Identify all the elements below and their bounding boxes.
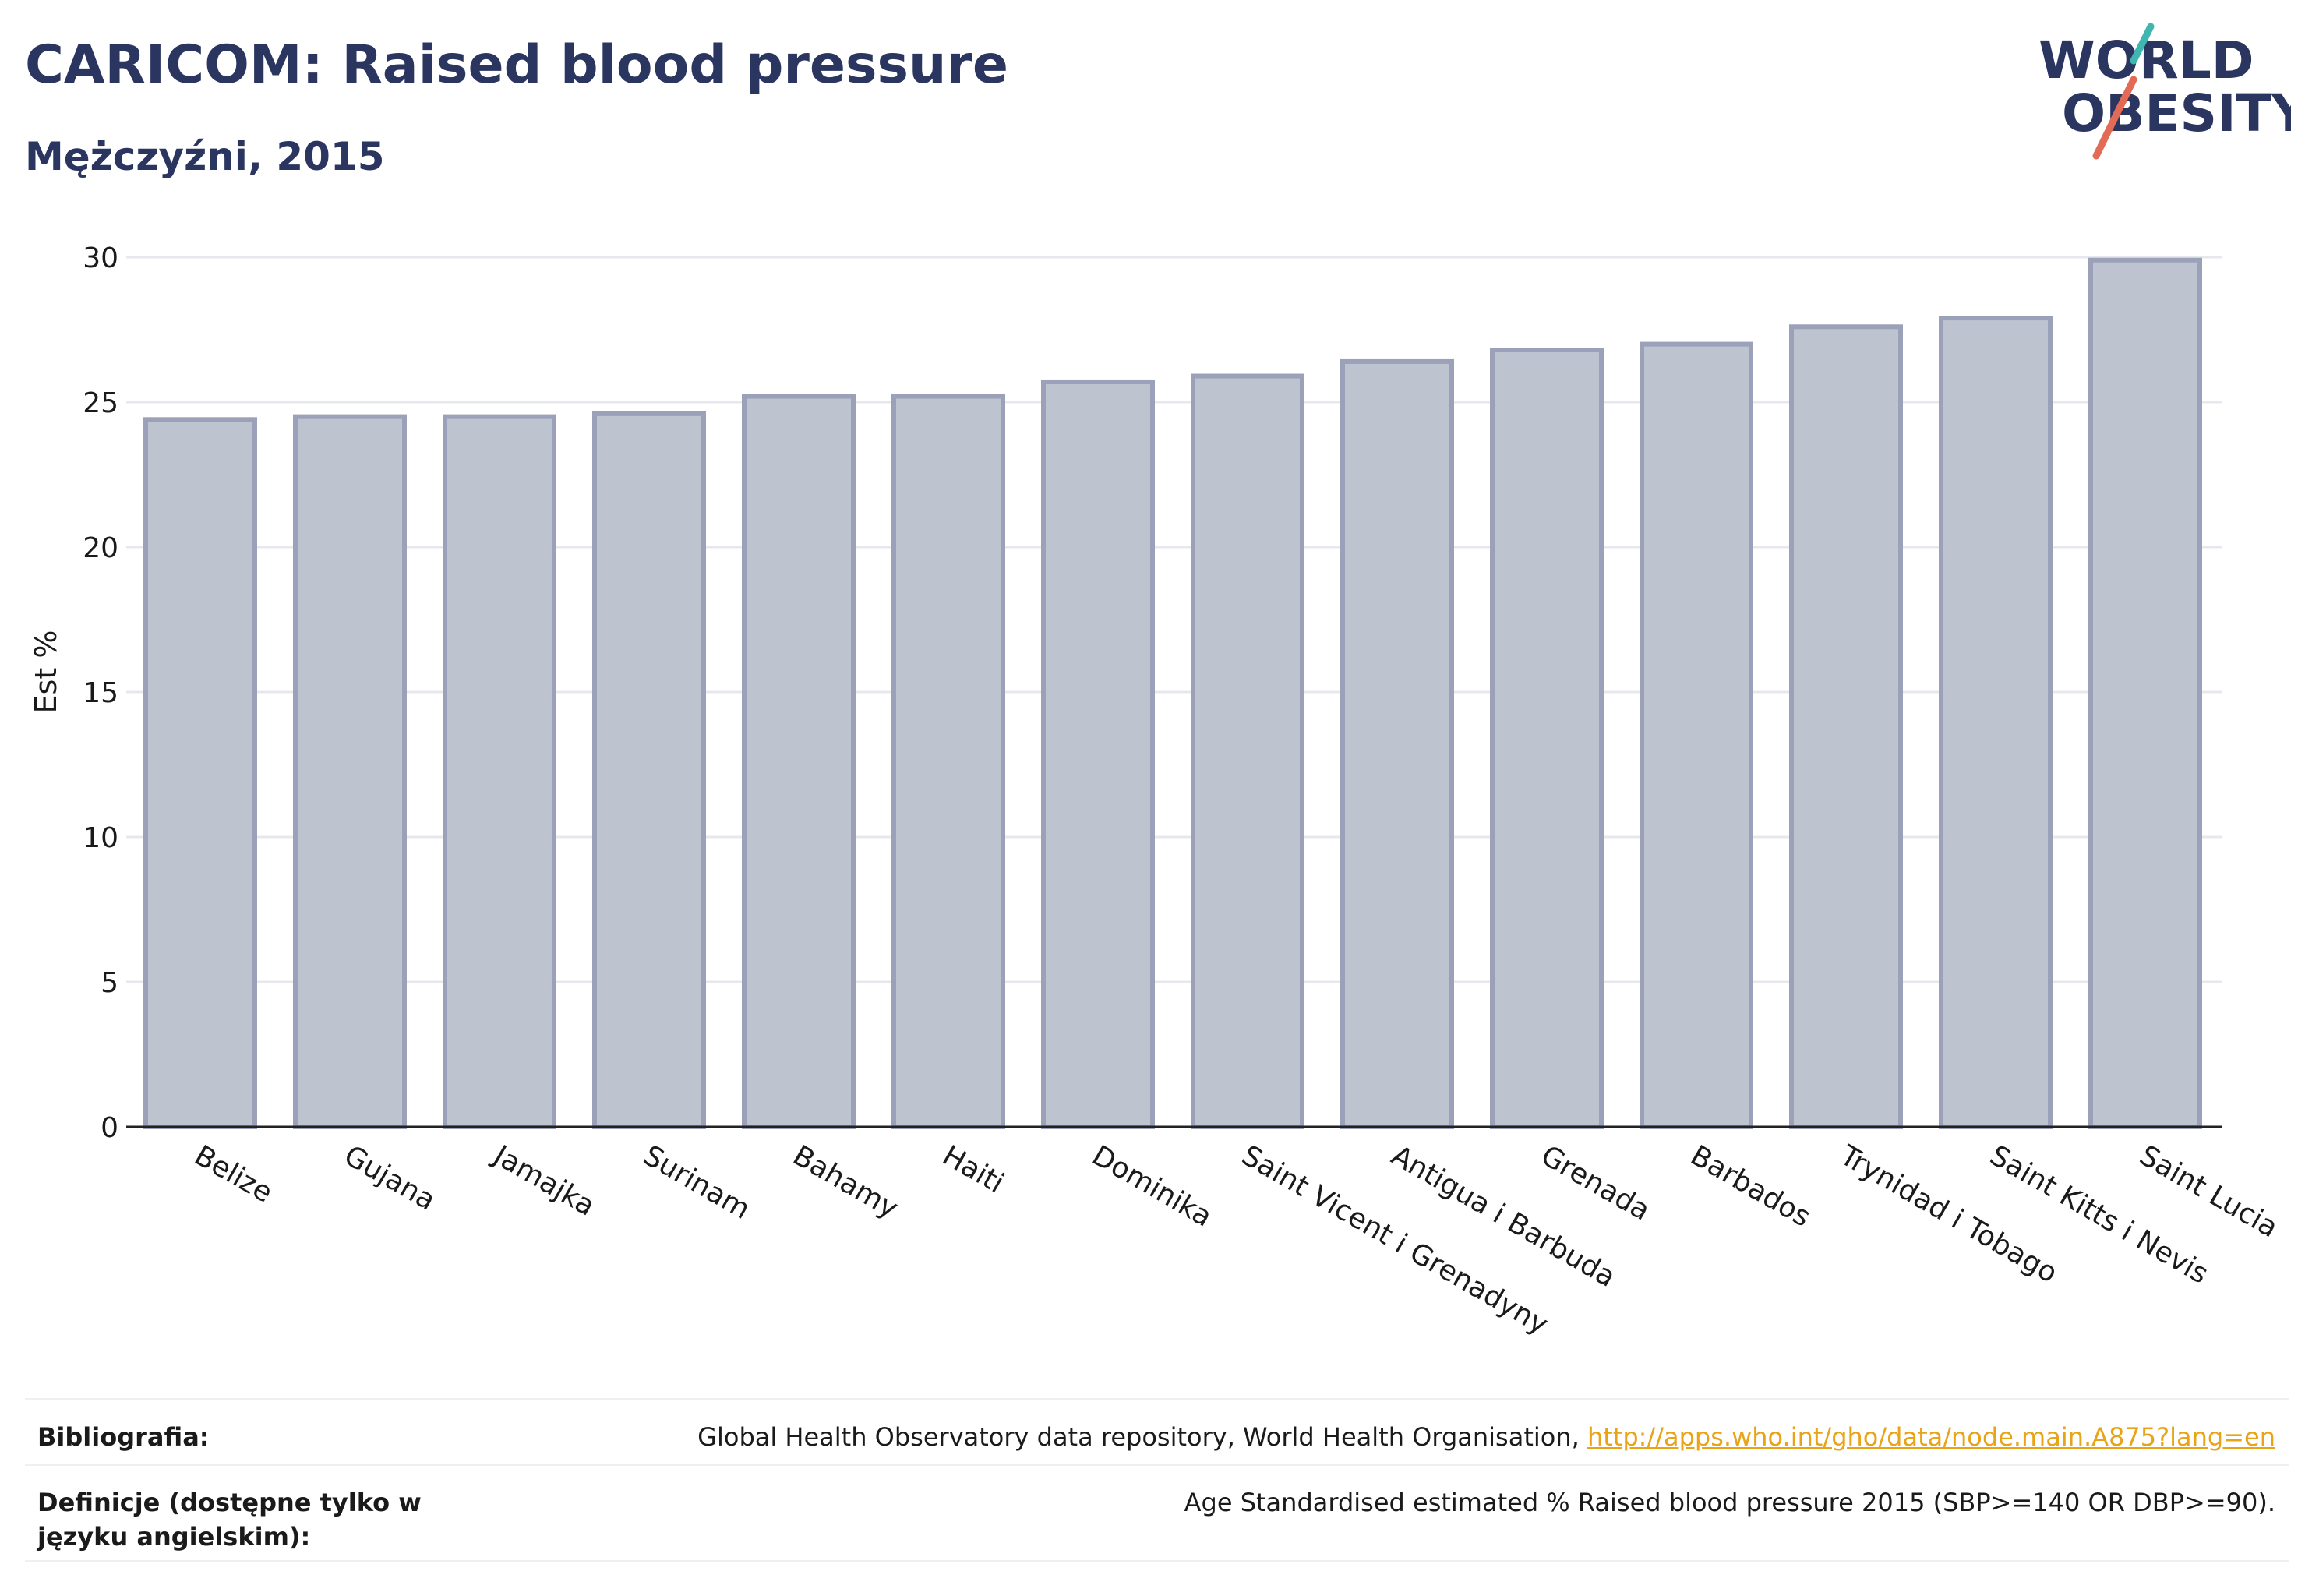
bar	[1640, 341, 1753, 1130]
bibliography-label: Bibliografia:	[37, 1422, 210, 1452]
bar	[1490, 348, 1604, 1130]
y-axis-label: Est %	[29, 630, 63, 714]
bibliography-link[interactable]: http://apps.who.int/gho/data/node.main.A…	[1587, 1422, 2275, 1452]
x-tick-label: Gujana	[339, 1139, 441, 1216]
bar	[592, 411, 706, 1129]
bar	[143, 417, 257, 1129]
grid-lines	[126, 256, 2222, 983]
x-tick-label: Dominika	[1087, 1139, 1218, 1233]
y-tick-label: 5	[101, 967, 118, 999]
y-tick-labels: 0 5 10 15 20 25 30	[83, 242, 118, 1144]
footer-divider-top	[25, 1398, 2289, 1400]
y-tick-label: 15	[83, 677, 118, 709]
bar	[742, 394, 856, 1129]
footer-divider-bottom	[25, 1560, 2289, 1562]
y-tick-label: 20	[83, 532, 118, 564]
bibliography-value: Global Health Observatory data repositor…	[697, 1420, 2275, 1454]
chart-subtitle: Mężczyźni, 2015	[25, 134, 385, 179]
y-tick-label: 25	[83, 387, 118, 419]
chart-title: CARICOM: Raised blood pressure	[25, 34, 1009, 96]
x-tick-label: Bahamy	[788, 1139, 904, 1225]
x-tick-label: Surinam	[638, 1139, 756, 1226]
bar	[1939, 316, 2053, 1129]
definitions-label: Definicje (dostępne tylko w języku angie…	[37, 1488, 422, 1552]
logo-slash-teal	[2130, 23, 2155, 65]
x-tick-label: Haiti	[937, 1139, 1010, 1199]
logo-text-obesity: OBESITY	[2062, 83, 2291, 143]
bar	[2088, 257, 2202, 1130]
x-tick-label: Saint Lucia	[2134, 1139, 2283, 1244]
y-tick-label: 10	[83, 822, 118, 854]
bibliography-text: Global Health Observatory data repositor…	[697, 1422, 1587, 1452]
x-tick-label: Jamajka	[487, 1139, 600, 1223]
bar	[1041, 379, 1155, 1129]
x-tick-labels: Belize Gujana Jamajka Surinam Bahamy Haiti Dom…	[189, 1139, 2283, 1341]
x-tick-label: Belize	[189, 1139, 278, 1209]
footer-divider-middle	[25, 1464, 2289, 1466]
bar	[891, 394, 1005, 1129]
logo-slash-coral	[2092, 76, 2137, 160]
x-tick-label: Grenada	[1536, 1139, 1656, 1227]
world-obesity-logo: WORLD OBESITY	[2038, 23, 2291, 160]
bar	[1191, 373, 1304, 1129]
bar	[1340, 358, 1454, 1130]
bar	[1789, 324, 1903, 1129]
bar	[443, 414, 556, 1129]
bars	[143, 257, 2202, 1130]
y-tick-label: 30	[83, 242, 118, 274]
definitions-value: Age Standardised estimated % Raised bloo…	[1184, 1488, 2275, 1517]
y-tick-label: 0	[101, 1112, 118, 1144]
x-tick-label: Barbados	[1686, 1139, 1816, 1234]
bar	[293, 414, 407, 1129]
